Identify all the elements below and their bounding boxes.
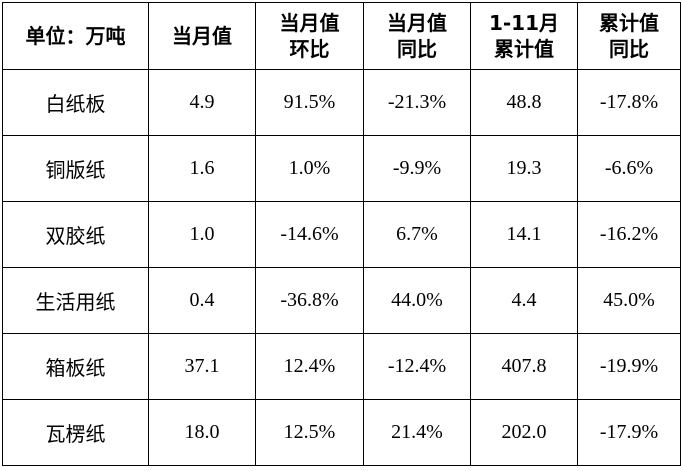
table-cell: -12.4% (363, 333, 471, 400)
table-cell: -6.6% (577, 135, 681, 202)
table-cell: 12.4% (255, 333, 364, 400)
table-cell: 37.1 (148, 333, 256, 400)
row-label: 箱板纸 (2, 333, 149, 400)
header-text: 同比 (609, 37, 649, 61)
row-label: 瓦楞纸 (2, 399, 149, 466)
table-cell: -36.8% (255, 267, 364, 334)
row-label: 双胶纸 (2, 201, 149, 268)
table-cell: 407.8 (470, 333, 578, 400)
header-text: 当月值 (279, 11, 340, 35)
row-label: 生活用纸 (2, 267, 149, 334)
table-cell: 91.5% (255, 69, 364, 136)
table-row: 白纸板 4.9 91.5% -21.3% 48.8 -17.8% (2, 69, 681, 136)
table-cell: 4.4 (470, 267, 578, 334)
table-cell: 0.4 (148, 267, 256, 334)
table-cell: -19.9% (577, 333, 681, 400)
table-row: 生活用纸 0.4 -36.8% 44.0% 4.4 45.0% (2, 267, 681, 334)
header-text: 同比 (397, 37, 437, 61)
header-text: 当月值 (387, 11, 447, 35)
table-cell: 21.4% (363, 399, 471, 466)
table-cell: 12.5% (255, 399, 364, 466)
table-body: 白纸板 4.9 91.5% -21.3% 48.8 -17.8% 铜版纸 1.6 1.0% -9.… (2, 69, 681, 466)
header-cell: 当月值 同比 (363, 2, 471, 70)
table-cell: 18.0 (148, 399, 256, 466)
table-cell: 19.3 (470, 135, 578, 202)
table-row: 铜版纸 1.6 1.0% -9.9% 19.3 -6.6% (2, 135, 681, 202)
table-cell: 1.0 (148, 201, 256, 268)
header-text: 单位：万吨 (25, 24, 126, 48)
table-cell: 44.0% (363, 267, 471, 334)
row-label: 白纸板 (2, 69, 149, 136)
header-text: 累计值 (599, 11, 659, 35)
table-cell: 1.0% (255, 135, 364, 202)
header-text: 累计值 (494, 37, 554, 61)
row-label: 铜版纸 (2, 135, 149, 202)
table-cell: 45.0% (577, 267, 681, 334)
header-row: 单位：万吨 当月值 当月值 环比 当月值 同比 1-11月 累计值 累计值 同比 (2, 2, 681, 70)
header-cell: 累计值 同比 (577, 2, 681, 70)
header-cell: 1-11月 累计值 (470, 2, 578, 70)
table-row: 双胶纸 1.0 -14.6% 6.7% 14.1 -16.2% (2, 201, 681, 268)
table-cell: -21.3% (363, 69, 471, 136)
table-row: 瓦楞纸 18.0 12.5% 21.4% 202.0 -17.9% (2, 399, 681, 466)
table-cell: -17.9% (577, 399, 681, 466)
header-text: 1-11月 (488, 11, 560, 35)
table-row: 箱板纸 37.1 12.4% -12.4% 407.8 -19.9% (2, 333, 681, 400)
table-cell: 48.8 (470, 69, 578, 136)
table-cell: -14.6% (255, 201, 364, 268)
table-cell: 1.6 (148, 135, 256, 202)
table-cell: 202.0 (470, 399, 578, 466)
table-cell: -9.9% (363, 135, 471, 202)
table-cell: -16.2% (577, 201, 681, 268)
header-cell: 当月值 (148, 2, 256, 70)
header-cell: 当月值 环比 (255, 2, 364, 70)
header-text: 环比 (289, 37, 330, 61)
table-cell: 4.9 (148, 69, 256, 136)
table-cell: -17.8% (577, 69, 681, 136)
table-cell: 14.1 (470, 201, 578, 268)
header-text: 当月值 (172, 24, 232, 48)
header-cell: 单位：万吨 (2, 2, 149, 70)
table-cell: 6.7% (363, 201, 471, 268)
